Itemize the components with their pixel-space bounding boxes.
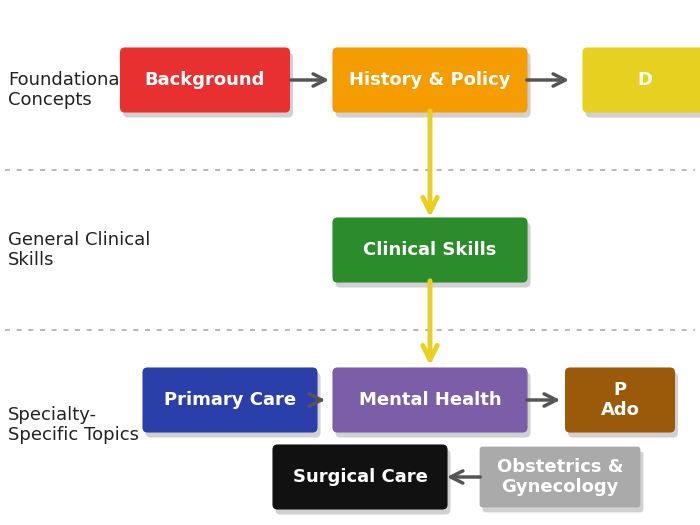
- Text: History & Policy: History & Policy: [349, 71, 511, 89]
- FancyBboxPatch shape: [568, 372, 678, 437]
- FancyBboxPatch shape: [335, 372, 531, 437]
- FancyBboxPatch shape: [143, 368, 318, 433]
- FancyBboxPatch shape: [332, 368, 528, 433]
- FancyBboxPatch shape: [565, 368, 675, 433]
- FancyBboxPatch shape: [585, 52, 700, 118]
- Text: General Clinical
Skills: General Clinical Skills: [8, 230, 150, 269]
- Text: D: D: [638, 71, 652, 89]
- Text: Clinical Skills: Clinical Skills: [363, 241, 497, 259]
- FancyBboxPatch shape: [276, 449, 451, 514]
- Text: P
Ado: P Ado: [601, 381, 639, 419]
- FancyBboxPatch shape: [480, 447, 640, 507]
- FancyBboxPatch shape: [332, 217, 528, 282]
- Text: Mental Health: Mental Health: [358, 391, 501, 409]
- FancyBboxPatch shape: [335, 52, 531, 118]
- Text: Foundational
Concepts: Foundational Concepts: [8, 70, 125, 109]
- FancyBboxPatch shape: [335, 223, 531, 288]
- Text: Specialty-
Specific Topics: Specialty- Specific Topics: [8, 406, 139, 444]
- FancyBboxPatch shape: [332, 47, 528, 112]
- Text: Primary Care: Primary Care: [164, 391, 296, 409]
- Text: Surgical Care: Surgical Care: [293, 468, 428, 486]
- FancyBboxPatch shape: [120, 47, 290, 112]
- FancyBboxPatch shape: [482, 452, 643, 512]
- Text: Obstetrics &
Gynecology: Obstetrics & Gynecology: [497, 458, 623, 497]
- FancyBboxPatch shape: [123, 52, 293, 118]
- Text: Background: Background: [145, 71, 265, 89]
- FancyBboxPatch shape: [272, 445, 447, 510]
- FancyBboxPatch shape: [582, 47, 700, 112]
- FancyBboxPatch shape: [146, 372, 321, 437]
